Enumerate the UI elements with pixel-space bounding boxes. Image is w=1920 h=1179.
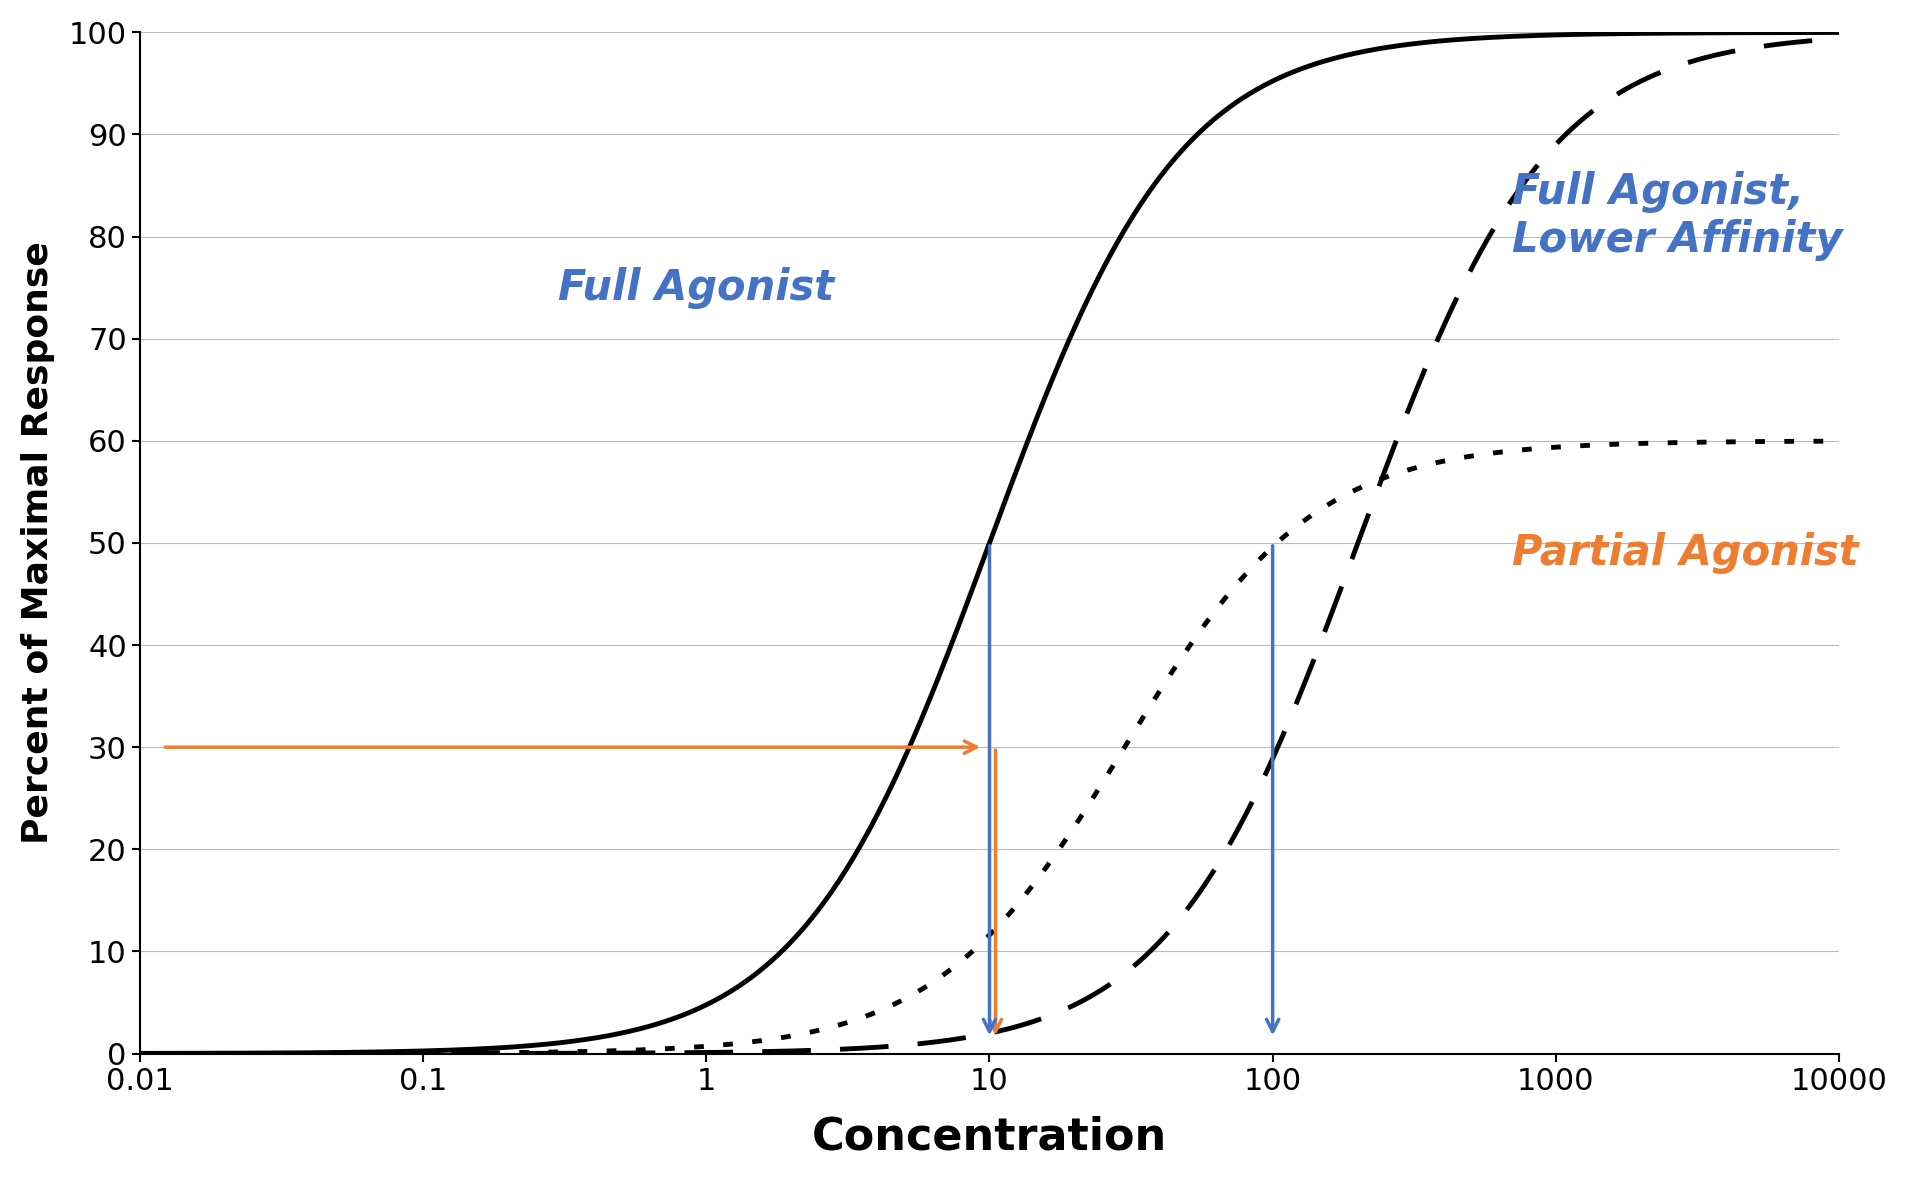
Text: Partial Agonist: Partial Agonist	[1511, 532, 1859, 574]
X-axis label: Concentration: Concentration	[812, 1115, 1167, 1158]
Text: Full Agonist,
Lower Affinity: Full Agonist, Lower Affinity	[1511, 171, 1843, 262]
Text: Full Agonist: Full Agonist	[559, 266, 835, 309]
Y-axis label: Percent of Maximal Response: Percent of Maximal Response	[21, 242, 56, 844]
